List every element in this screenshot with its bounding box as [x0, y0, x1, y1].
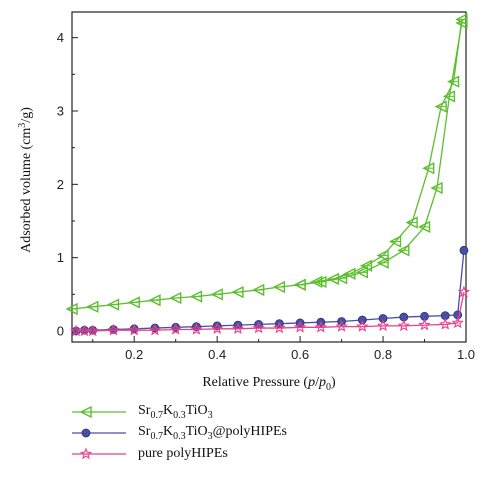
star-marker — [231, 322, 245, 335]
y-tick-label: 3 — [57, 104, 64, 119]
legend-label: pure polyHIPEs — [138, 446, 228, 461]
x-tick-label: 0.6 — [291, 347, 309, 362]
star-marker — [148, 323, 162, 336]
series-1 — [71, 245, 469, 336]
circle-marker — [357, 315, 367, 325]
star-marker — [418, 318, 431, 331]
star-marker — [457, 285, 471, 298]
star-marker — [293, 320, 307, 333]
star-marker — [356, 320, 369, 332]
star-marker — [273, 321, 286, 334]
circle-marker — [212, 321, 222, 331]
star-marker — [335, 320, 348, 332]
legend-item-sr-k-tio3: Sr0.7K0.3TiO3 — [70, 402, 287, 422]
star-marker — [169, 323, 182, 335]
x-tick-label: 1.0 — [457, 347, 475, 362]
y-axis-title: Adsorbed volume (cm3/g) — [17, 107, 34, 253]
star-marker — [128, 323, 141, 336]
star-marker — [314, 320, 328, 333]
x-axis-title: Relative Pressure (p/p0) — [202, 375, 336, 393]
desorption-line — [299, 19, 463, 286]
star-marker — [397, 319, 410, 332]
legend-item-pure-polyhipes: pure polyHIPEs — [70, 444, 287, 464]
star-marker — [451, 316, 464, 329]
circle-marker — [378, 314, 388, 323]
axis-ticks: 0.2 0.4 0.6 0.8 1.0 0 1 2 3 4 — [57, 30, 475, 362]
adsorption-line — [76, 292, 465, 332]
star-marker — [107, 323, 120, 336]
plot-frame — [71, 11, 467, 343]
star-marker — [86, 324, 99, 337]
x-tick-label: 0.2 — [125, 347, 143, 362]
legend-swatch-blue — [72, 428, 126, 438]
bet-isotherm-chart: 0.2 0.4 0.6 0.8 1.0 0 1 2 3 4 Relative Pressure (… — [17, 11, 475, 393]
circle-marker — [81, 428, 91, 438]
circle-marker — [192, 322, 201, 332]
star-marker — [252, 321, 265, 334]
circle-marker — [459, 245, 469, 255]
legend-label: Sr0.7K0.3TiO3 — [138, 403, 213, 421]
y-tick-label: 2 — [57, 177, 64, 192]
adsorption-line — [71, 22, 463, 310]
legend: Sr0.7K0.3TiO3 Sr0.7K0.3TiO3@polyHIPEs pu… — [70, 402, 287, 465]
legend-label: Sr0.7K0.3TiO3@polyHIPEs — [138, 424, 287, 442]
y-tick-label: 1 — [57, 250, 64, 265]
star-marker — [190, 323, 203, 335]
adsorption-line — [76, 250, 465, 332]
star-marker — [79, 447, 93, 460]
series-0 — [65, 13, 468, 316]
star-marker — [376, 319, 390, 332]
star-marker — [439, 317, 452, 330]
series-layer — [65, 13, 471, 337]
series-2 — [69, 285, 471, 337]
x-tick-label: 0.4 — [208, 347, 226, 362]
legend-swatch-pink — [72, 447, 126, 460]
y-tick-label: 0 — [57, 324, 64, 339]
legend-swatch-green — [72, 405, 126, 419]
star-marker — [210, 322, 224, 335]
x-tick-label: 0.8 — [374, 347, 392, 362]
y-tick-label: 4 — [57, 30, 64, 45]
legend-item-sr-k-tio3-polyhipes: Sr0.7K0.3TiO3@polyHIPEs — [70, 423, 287, 443]
